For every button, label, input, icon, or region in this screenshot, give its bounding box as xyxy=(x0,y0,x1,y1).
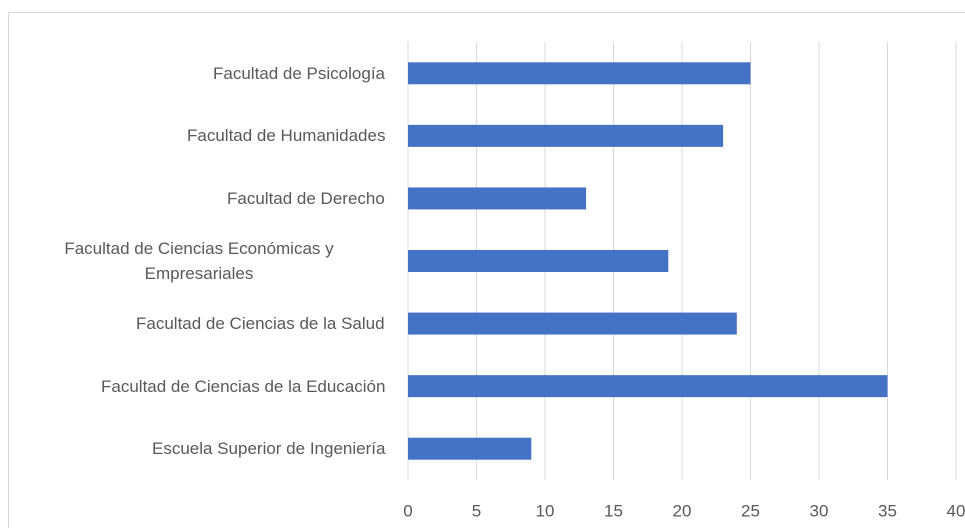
x-tick-label: 20 xyxy=(673,501,692,520)
x-tick-label: 15 xyxy=(604,501,623,520)
x-tick-label: 30 xyxy=(810,501,829,520)
bar xyxy=(408,124,724,147)
y-tick-label: Facultad de Psicología xyxy=(213,63,385,83)
y-tick-label: Facultad de Ciencias Económicas y Empres… xyxy=(64,239,334,283)
bar xyxy=(408,187,587,210)
y-tick-label: Facultad de Humanidades xyxy=(187,126,386,146)
x-tick-label: 5 xyxy=(472,501,481,520)
x-tick-label: 40 xyxy=(947,501,965,520)
bar xyxy=(408,250,669,272)
y-tick-label: Facultad de Ciencias de la Educación xyxy=(101,376,386,396)
y-tick-label: Facultad de Ciencias de la Salud xyxy=(136,314,385,334)
x-tick-label: 0 xyxy=(403,501,412,520)
x-tick-label: 25 xyxy=(741,501,760,520)
bar xyxy=(408,312,737,335)
bar xyxy=(408,375,888,398)
y-tick-label: Facultad de Derecho xyxy=(227,188,385,208)
x-tick-label: 35 xyxy=(878,501,897,520)
y-tick-label: Escuela Superior de Ingeniería xyxy=(152,439,386,459)
chart-frame xyxy=(8,12,965,528)
bar xyxy=(408,437,532,460)
x-tick-label: 10 xyxy=(536,501,555,520)
bar xyxy=(408,62,751,85)
